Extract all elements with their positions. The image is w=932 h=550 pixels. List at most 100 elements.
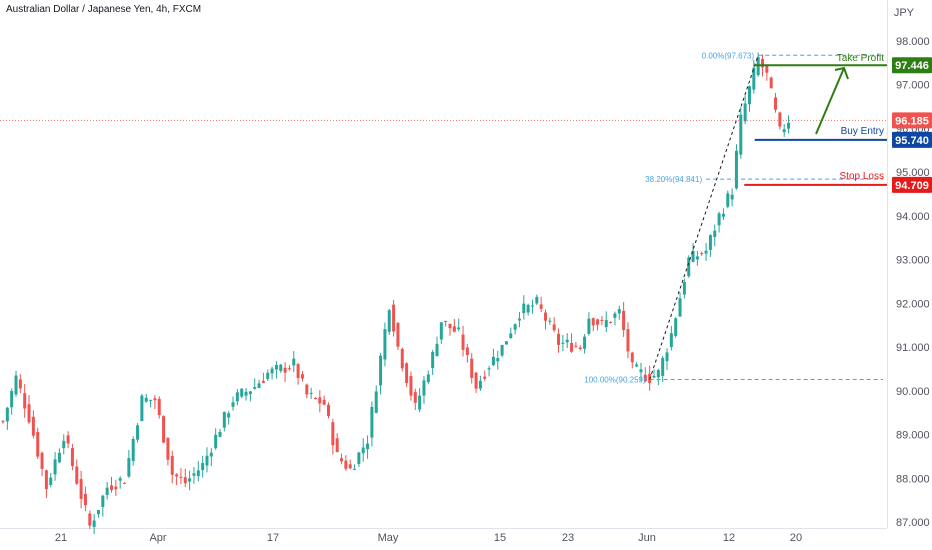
candle-body <box>465 347 469 356</box>
price-badge-label: 97.446 <box>895 60 929 72</box>
currency-label: JPY <box>893 7 914 19</box>
candle-body <box>761 58 764 68</box>
candle-body <box>62 440 66 449</box>
price-badge-label: 94.709 <box>895 180 929 192</box>
candle-body <box>682 282 686 295</box>
candle-body <box>400 348 404 369</box>
candles <box>1 52 791 535</box>
candle-body <box>244 391 248 396</box>
candle-body <box>149 399 153 401</box>
candle-body <box>452 326 456 332</box>
candle-body <box>717 213 721 226</box>
candle-body <box>36 431 40 457</box>
candle-body <box>70 448 74 467</box>
candle-body <box>49 477 53 486</box>
candle-body <box>678 298 682 317</box>
candle-body <box>409 376 413 396</box>
x-tick-label: 23 <box>562 532 574 544</box>
candle-body <box>726 193 730 207</box>
candle-body <box>110 485 113 491</box>
candle-body <box>448 323 452 329</box>
candle-body <box>418 395 422 410</box>
level-name-label: Stop Loss <box>840 171 884 182</box>
candle-body <box>548 320 552 322</box>
candle-body <box>253 387 257 389</box>
candle-body <box>431 351 435 368</box>
candle-body <box>335 438 339 453</box>
candle-body <box>296 364 300 378</box>
candle-body <box>552 324 556 331</box>
candle-body <box>322 399 326 405</box>
candle-body <box>470 358 474 378</box>
candle-body <box>53 459 57 475</box>
candle-body <box>765 64 769 73</box>
y-tick-label: 91.000 <box>896 342 930 354</box>
candle-body <box>136 425 140 440</box>
candle-body <box>101 495 105 508</box>
candle-body <box>413 392 417 403</box>
candle-body <box>591 318 595 326</box>
candle-body <box>422 380 426 396</box>
x-tick-label: May <box>378 532 399 544</box>
projection-arrow-head <box>834 66 849 80</box>
candle-body <box>353 468 357 470</box>
candle-body <box>240 388 244 397</box>
y-tick-label: 98.000 <box>896 36 930 48</box>
fib-label: 0.00%(97.673) <box>702 51 755 60</box>
candle-body <box>153 398 157 401</box>
candle-body <box>496 358 500 362</box>
candle-body <box>170 455 174 475</box>
price-badge <box>892 176 932 193</box>
candle-body <box>622 310 626 331</box>
candle-body <box>713 230 717 237</box>
candle-body <box>387 310 391 332</box>
candle-body <box>643 374 647 382</box>
candle-body <box>487 368 491 370</box>
level-name-label: Buy Entry <box>841 126 884 137</box>
candle-body <box>561 342 565 344</box>
candle-body <box>596 319 600 325</box>
candle-body <box>778 112 782 127</box>
fib-trend-line <box>649 55 759 380</box>
candle-body <box>175 474 179 477</box>
candle-body <box>305 384 309 395</box>
candle-body <box>743 103 747 122</box>
candle-body <box>75 466 79 484</box>
candle-body <box>344 460 348 469</box>
y-tick-label: 87.000 <box>896 517 930 529</box>
candle-body <box>1 421 5 423</box>
candle-body <box>526 304 530 313</box>
candle-body <box>279 364 283 371</box>
candle-body <box>227 413 231 418</box>
candle-body <box>491 356 495 366</box>
candle-body <box>361 447 365 454</box>
candle-body <box>292 358 296 366</box>
candle-body <box>27 404 31 423</box>
candle-body <box>535 296 539 304</box>
y-tick-label: 92.000 <box>896 298 930 310</box>
candle-body <box>218 431 222 437</box>
candle-body <box>509 333 513 339</box>
y-tick-label: 90.000 <box>896 386 930 398</box>
candle-body <box>695 256 699 260</box>
candle-body <box>205 455 209 466</box>
candle-body <box>231 402 235 407</box>
candle-body <box>704 250 708 254</box>
candle-body <box>574 345 578 347</box>
candle-body <box>127 458 131 477</box>
price-badge <box>892 57 932 74</box>
candle-body <box>196 470 200 477</box>
candle-body <box>331 422 335 446</box>
x-tick-label: Jun <box>638 532 656 544</box>
candle-body <box>669 333 673 348</box>
candle-body <box>652 375 656 378</box>
fib-label: 100.00%(90.259) <box>584 375 646 384</box>
candle-body <box>687 257 691 277</box>
candle-body <box>188 478 192 482</box>
y-tick-label: 97.000 <box>896 80 930 92</box>
candle-body <box>700 253 704 255</box>
candle-body <box>661 357 665 376</box>
x-tick-label: Apr <box>149 532 166 544</box>
candle-body <box>257 383 261 388</box>
